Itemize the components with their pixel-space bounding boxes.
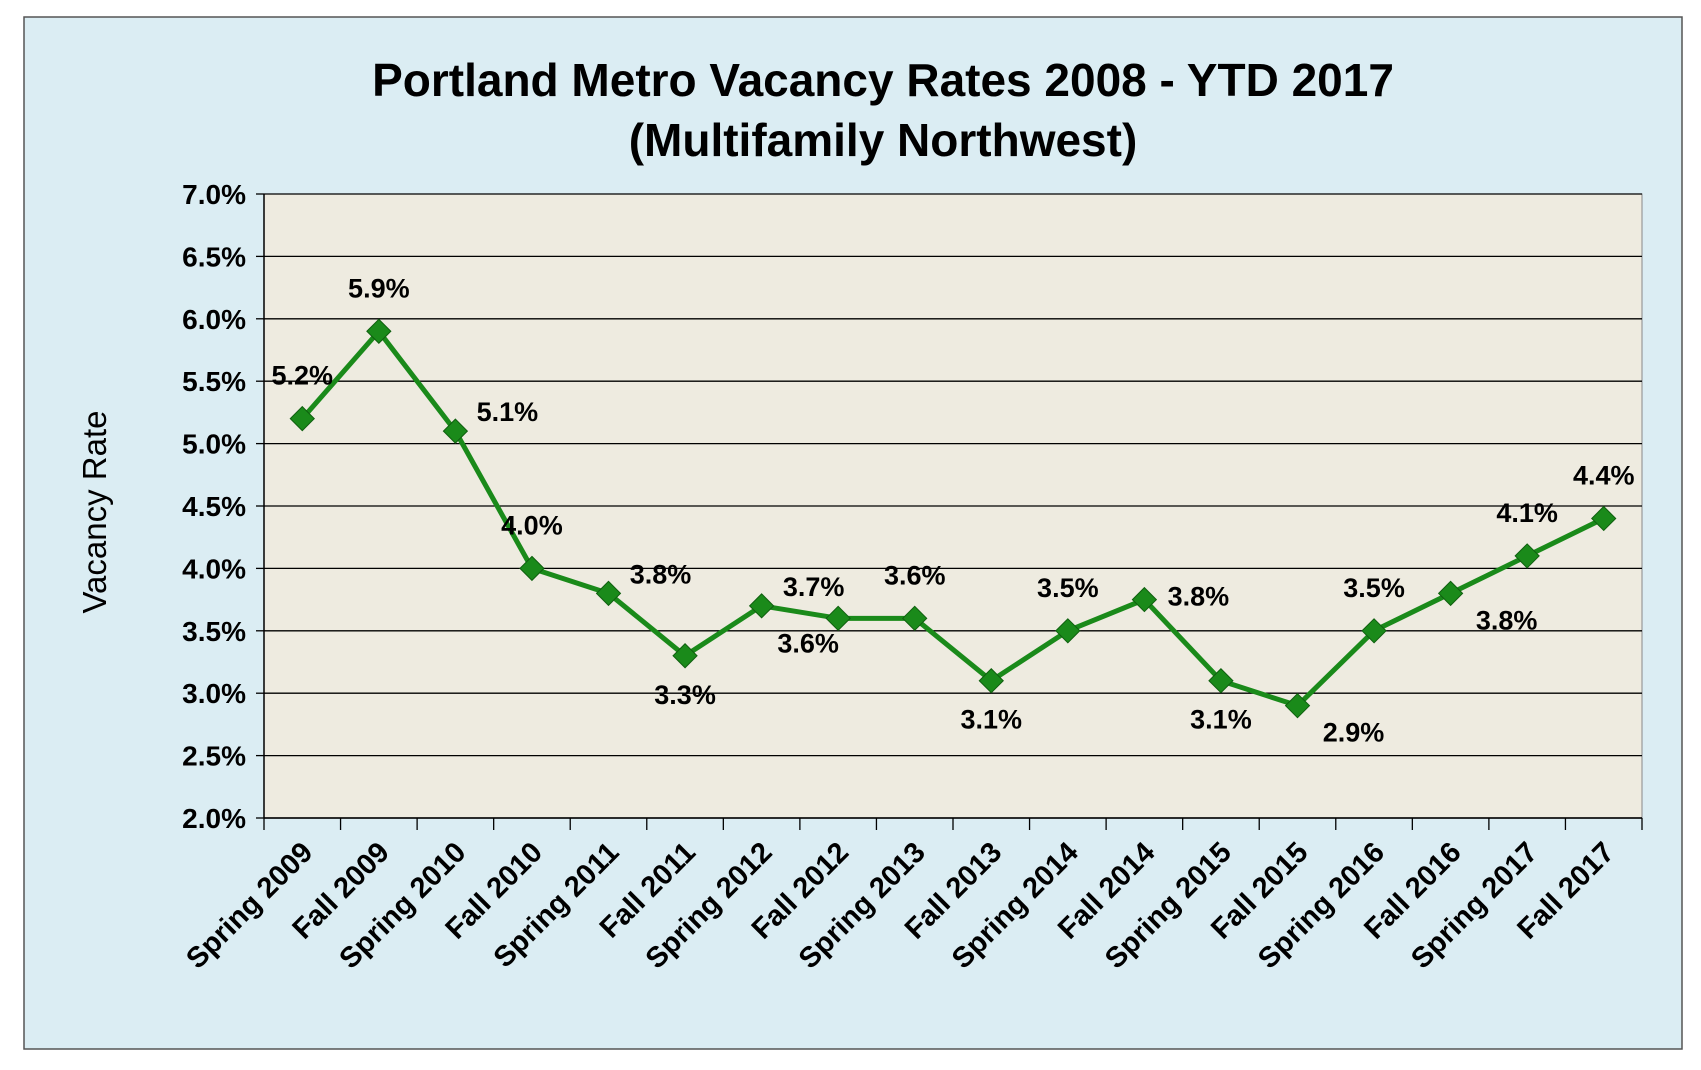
data-point-marker	[1514, 543, 1540, 569]
y-tick-label: 4.5%	[182, 491, 246, 522]
chart-title: Portland Metro Vacancy Rates 2008 - YTD …	[372, 54, 1394, 106]
y-tick-label: 2.0%	[182, 803, 246, 834]
data-point-marker	[825, 605, 851, 632]
data-label: 3.8%	[630, 559, 692, 589]
data-label: 5.1%	[477, 397, 539, 427]
data-point-marker	[672, 643, 698, 669]
data-point-marker	[1055, 618, 1081, 644]
data-point-marker	[1591, 505, 1617, 532]
series-line	[300, 328, 1605, 709]
data-point-marker	[748, 593, 775, 619]
y-tick-label: 6.0%	[182, 304, 246, 335]
data-label: 2.9%	[1323, 718, 1385, 748]
data-label: 5.2%	[272, 361, 334, 391]
data-point-marker	[1437, 580, 1464, 607]
data-label: 3.6%	[777, 628, 839, 658]
y-tick-label: 3.5%	[182, 616, 246, 647]
data-label: 4.1%	[1496, 498, 1558, 528]
data-label: 3.1%	[961, 705, 1023, 735]
data-point-marker	[289, 405, 315, 432]
data-label: 4.0%	[501, 510, 563, 540]
data-label: 3.3%	[654, 680, 716, 710]
y-tick-label: 7.0%	[182, 179, 246, 210]
chart-subtitle: (Multifamily Northwest)	[629, 114, 1138, 166]
data-label: 3.8%	[1476, 605, 1538, 635]
data-label: 4.4%	[1573, 460, 1635, 490]
data-point-marker	[1361, 618, 1387, 644]
y-tick-label: 2.5%	[182, 741, 246, 772]
data-point-marker	[595, 580, 622, 607]
data-label: 3.1%	[1190, 705, 1252, 735]
y-tick-label: 5.0%	[182, 429, 246, 460]
data-point-marker	[1208, 668, 1234, 694]
data-point-marker	[1131, 586, 1158, 613]
data-label: 3.7%	[783, 572, 845, 602]
data-point-marker	[978, 668, 1004, 694]
data-label: 3.8%	[1168, 582, 1230, 612]
data-point-marker	[442, 418, 469, 444]
data-point-marker	[902, 605, 928, 632]
y-tick-label: 6.5%	[182, 241, 246, 272]
y-tick-label: 5.5%	[182, 366, 246, 397]
data-point-marker	[519, 555, 545, 582]
y-tick-label: 3.0%	[182, 678, 246, 709]
y-tick-label: 4.0%	[182, 553, 246, 584]
data-point-marker	[1284, 692, 1311, 719]
y-axis-label: Vacancy Rate	[76, 411, 113, 614]
data-label: 3.5%	[1037, 573, 1099, 603]
data-label: 5.9%	[348, 273, 410, 303]
data-point-marker	[366, 318, 392, 344]
data-label: 3.6%	[884, 560, 946, 590]
data-label: 3.5%	[1343, 573, 1405, 603]
